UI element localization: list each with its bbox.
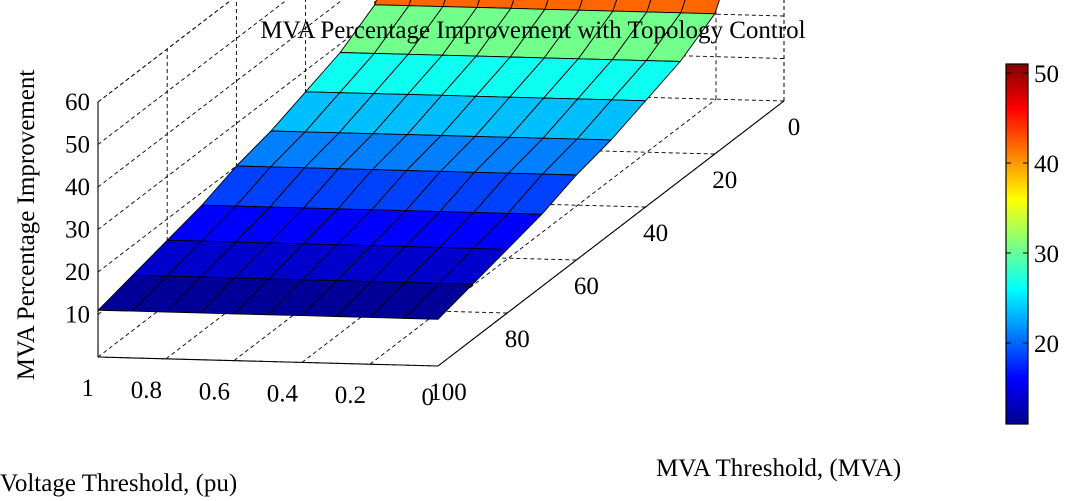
voltage-tick-label: 0.4 (267, 380, 299, 407)
floor-gridline (369, 98, 717, 365)
chart-title: MVA Percentage Improvement with Topology… (260, 17, 805, 44)
surface-patch (97, 274, 168, 312)
mva-tick-label: 0 (788, 114, 801, 141)
box-edge (97, 0, 232, 103)
colorbar-tick-label: 40 (1034, 151, 1059, 178)
voltage-axis-line (97, 356, 439, 367)
z-tick-label: 40 (65, 174, 90, 201)
x-axis-label: MVA Threshold, (MVA) (656, 455, 901, 482)
colorbar: 20 30 40 50 (1005, 61, 1059, 425)
colorbar-tick-group: 20 30 40 50 (1006, 61, 1059, 358)
mva-axis-line (437, 100, 785, 367)
surface-mesh (97, 0, 720, 320)
z-tick-label: 20 (65, 259, 90, 286)
y-axis-label: Voltage Threshold, (pu) (0, 470, 237, 497)
colorbar-gradient (1005, 63, 1029, 425)
left-wall-gridline (97, 0, 343, 188)
z-axis-label: MVA Percentage Improvement (13, 70, 40, 381)
z-tick-label: 10 (65, 302, 90, 329)
colorbar-tick-label: 30 (1034, 241, 1059, 268)
colorbar-tick-label: 50 (1034, 61, 1059, 88)
z-tick-label: 50 (65, 132, 90, 159)
voltage-tick-label: 1 (82, 375, 95, 402)
voltage-tick-label: 0.6 (199, 379, 230, 406)
colorbar-tick-label: 20 (1034, 331, 1059, 358)
mva-tick-label: 100 (429, 379, 467, 406)
mva-tick-label: 60 (574, 273, 599, 300)
z-tick-label: 30 (65, 217, 90, 244)
voltage-tick-label: 0.2 (335, 382, 366, 409)
z-tick-label: 60 (65, 89, 90, 116)
voltage-tick-label: 0.8 (131, 377, 162, 404)
mva-tick-label: 80 (505, 326, 530, 353)
surface-patch (680, 0, 720, 15)
mva-tick-label: 40 (643, 220, 668, 247)
left-wall-gridline (97, 0, 399, 230)
mva-tick-label: 20 (712, 167, 737, 194)
left-wall-gridline (97, 0, 288, 145)
voltage-tick-label: 0 (422, 384, 435, 411)
